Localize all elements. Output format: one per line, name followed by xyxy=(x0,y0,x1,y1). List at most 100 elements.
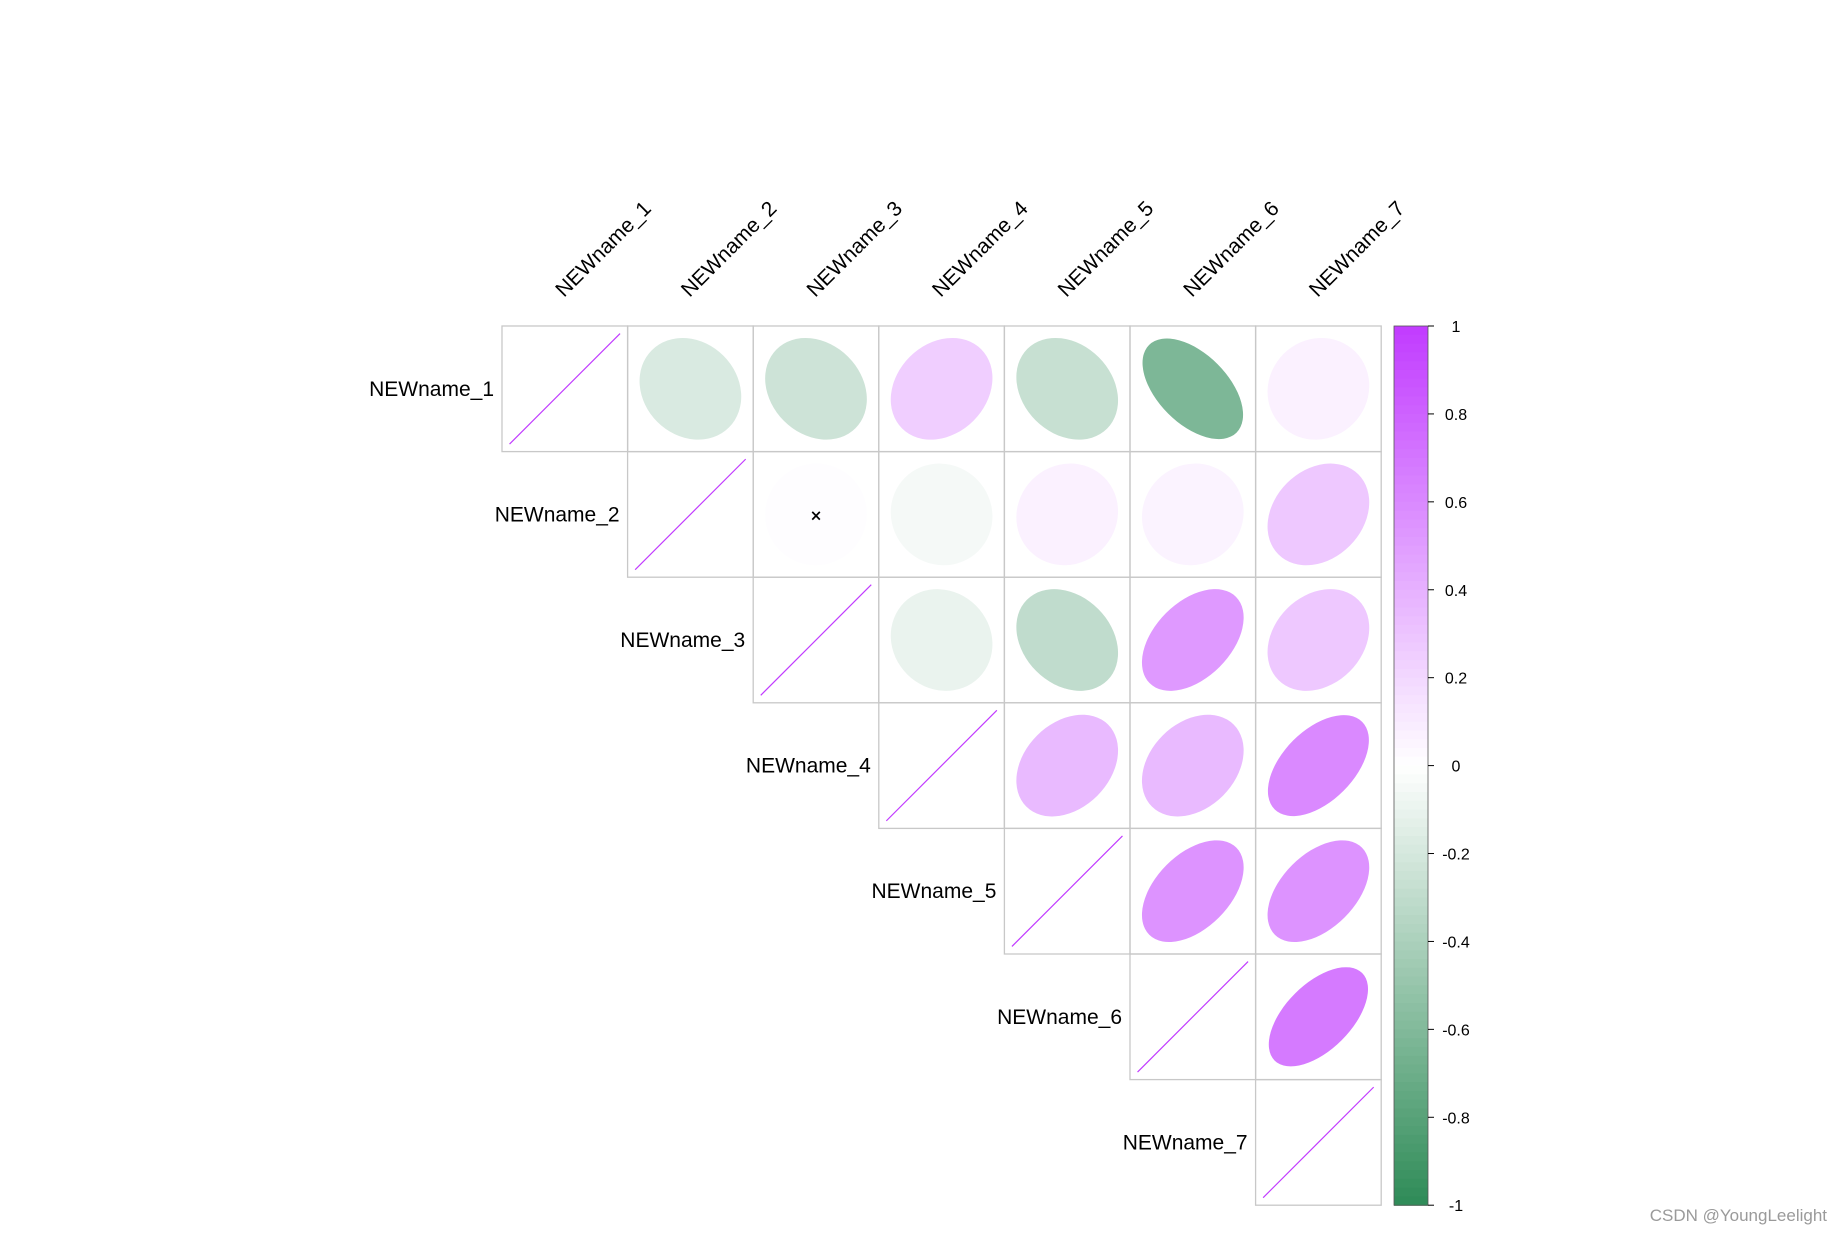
colorbar-segment xyxy=(1394,493,1428,503)
colorbar-segment xyxy=(1394,616,1428,626)
ellipse-3-7 xyxy=(1267,589,1370,691)
colorbar-segment xyxy=(1394,431,1428,441)
colorbar-segment xyxy=(1394,651,1428,661)
colorbar-segment xyxy=(1394,1134,1428,1145)
colorbar-tick-label: -1 xyxy=(1449,1198,1463,1215)
colorbar-segment xyxy=(1394,800,1428,811)
colorbar-segment xyxy=(1394,528,1428,538)
colorbar-segment xyxy=(1394,607,1428,617)
colorbar-segment xyxy=(1394,844,1428,855)
ellipse-6-7 xyxy=(1268,967,1369,1067)
ellipse-1-7 xyxy=(1267,337,1370,440)
colorbar-segment xyxy=(1394,413,1428,424)
colorbar-segment xyxy=(1394,1170,1428,1180)
ellipse-5-6 xyxy=(1141,840,1244,943)
row-label-4: NEWname_4 xyxy=(746,755,871,778)
colorbar-segment xyxy=(1394,1099,1428,1110)
column-label-5: NEWname_5 xyxy=(1054,197,1159,302)
column-labels: NEWname_1 NEWname_2 NEWname_3 NEWname_4 NEWn… xyxy=(551,197,1409,302)
colorbar-segment xyxy=(1394,422,1428,433)
colorbar-segment xyxy=(1394,950,1428,960)
colorbar-segment xyxy=(1394,923,1428,934)
colorbar-segment xyxy=(1394,967,1428,978)
colorbar-segment xyxy=(1394,888,1428,899)
colorbar-segment xyxy=(1394,748,1428,758)
colorbar-segment xyxy=(1394,835,1428,846)
colorbar-segment xyxy=(1394,862,1428,872)
colorbar-segment xyxy=(1394,352,1428,362)
colorbar-segment xyxy=(1394,739,1428,749)
colorbar-segment xyxy=(1394,660,1428,670)
ellipse-2-4 xyxy=(890,463,993,566)
colorbar-segment xyxy=(1394,756,1428,767)
colorbar-segment xyxy=(1394,1090,1428,1101)
colorbar-segment xyxy=(1394,994,1428,1004)
ellipse-2-7 xyxy=(1267,463,1370,566)
cell-border-7-7 xyxy=(1254,1078,1382,1206)
colorbar-segment xyxy=(1394,1073,1428,1083)
colorbar-tick-label: -0.4 xyxy=(1442,934,1470,951)
diagonal-line-1 xyxy=(509,333,621,445)
colorbar-segment xyxy=(1394,457,1428,468)
colorbar-segment xyxy=(1394,853,1428,863)
colorbar-segment xyxy=(1394,1108,1428,1118)
colorbar-segment xyxy=(1394,378,1428,389)
colorbar-segment xyxy=(1394,361,1428,371)
colorbar-tick-label: 0 xyxy=(1452,759,1461,776)
colorbar-segment xyxy=(1394,668,1428,679)
colorbar-segment xyxy=(1394,695,1428,705)
colorbar-segment xyxy=(1394,369,1428,380)
colorbar-segment xyxy=(1394,1143,1428,1154)
column-label-6: NEWname_6 xyxy=(1179,197,1284,302)
colorbar-segment xyxy=(1394,589,1428,600)
colorbar-segment xyxy=(1394,704,1428,714)
row-label-3: NEWname_3 xyxy=(620,629,745,652)
ellipse-4-7 xyxy=(1267,715,1369,817)
diagonal-line-6 xyxy=(1137,961,1249,1073)
diagonal-line-2 xyxy=(634,458,747,571)
colorbar-segment xyxy=(1394,598,1428,608)
colorbar-segment xyxy=(1394,1117,1428,1127)
diagonal-line-5 xyxy=(1011,835,1123,947)
row-label-2: NEWname_2 xyxy=(495,503,620,526)
column-label-3: NEWname_3 xyxy=(802,197,907,302)
cell-layer: × xyxy=(501,325,1382,1206)
column-label-2: NEWname_2 xyxy=(677,197,782,302)
colorbar-segment xyxy=(1394,1002,1428,1013)
colorbar-segment xyxy=(1394,906,1428,916)
ellipse-4-6 xyxy=(1141,714,1244,817)
colorbar-segment xyxy=(1394,871,1428,881)
colorbar-segment xyxy=(1394,387,1428,397)
colorbar-segment xyxy=(1394,976,1428,986)
diagonal-line-3 xyxy=(760,584,872,696)
colorbar-segment xyxy=(1394,827,1428,837)
colorbar-tick-label: -0.2 xyxy=(1442,847,1470,864)
colorbar-segment xyxy=(1394,405,1428,415)
colorbar-segment xyxy=(1394,730,1428,740)
colorbar-segment xyxy=(1394,1064,1428,1074)
colorbar-segment xyxy=(1394,1178,1428,1189)
ellipse-1-5 xyxy=(1016,337,1119,440)
colorbar: 1 0.8 0.6 0.4 0.2 0 -0.2 -0.4 -0.6 -0.8 -1 xyxy=(1393,319,1470,1215)
ellipse-3-4 xyxy=(890,589,993,691)
row-labels: NEWname_1 NEWname_2 NEWname_3 NEWname_4 NEWn… xyxy=(369,378,1247,1155)
colorbar-segment xyxy=(1394,343,1428,353)
colorbar-segment xyxy=(1394,484,1428,494)
colorbar-segment xyxy=(1394,809,1428,819)
colorbar-segment xyxy=(1394,985,1428,995)
colorbar-segment xyxy=(1394,449,1428,459)
colorbar-segment xyxy=(1394,554,1428,564)
colorbar-segment xyxy=(1394,959,1428,969)
ellipse-4-5 xyxy=(1016,714,1119,817)
colorbar-segment xyxy=(1394,326,1428,336)
colorbar-segment xyxy=(1394,941,1428,951)
colorbar-tick-label: 0.4 xyxy=(1445,583,1467,600)
colorbar-segment xyxy=(1394,932,1428,943)
colorbar-segment xyxy=(1394,580,1428,591)
colorbar-segment xyxy=(1394,1152,1428,1162)
colorbar-segment xyxy=(1394,1196,1428,1206)
colorbar-tick-label: 1 xyxy=(1452,319,1461,336)
colorbar-segment xyxy=(1394,1046,1428,1057)
diagonal-line-7 xyxy=(1262,1086,1375,1199)
